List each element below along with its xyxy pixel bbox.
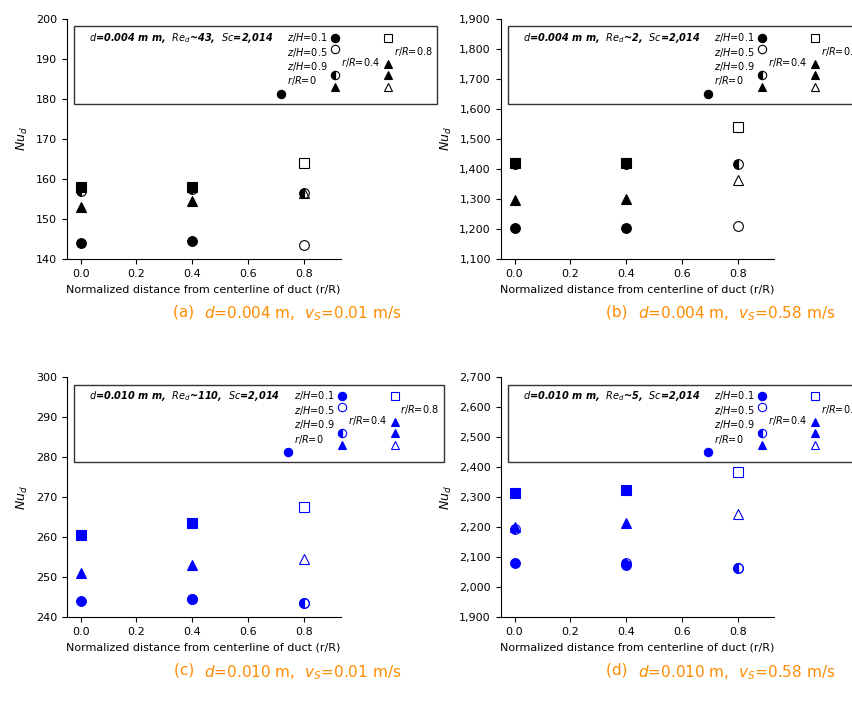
- Text: $\mathit{d}$=0.004 m,  $\mathit{v}_S$=0.01 m/s: $\mathit{d}$=0.004 m, $\mathit{v}_S$=0.0…: [204, 305, 400, 324]
- X-axis label: Normalized distance from centerline of duct (r/R): Normalized distance from centerline of d…: [66, 284, 340, 295]
- Text: (d): (d): [606, 663, 636, 678]
- Text: $\mathit{d}$=0.004 m,  $\mathit{v}_S$=0.58 m/s: $\mathit{d}$=0.004 m, $\mathit{v}_S$=0.5…: [636, 305, 834, 324]
- X-axis label: Normalized distance from centerline of duct (r/R): Normalized distance from centerline of d…: [500, 284, 774, 295]
- X-axis label: Normalized distance from centerline of duct (r/R): Normalized distance from centerline of d…: [66, 643, 340, 653]
- Text: $\mathit{d}$=0.010 m,  $\mathit{v}_S$=0.58 m/s: $\mathit{d}$=0.010 m, $\mathit{v}_S$=0.5…: [636, 663, 834, 682]
- Text: (c): (c): [173, 663, 204, 678]
- Legend: $\mathit{d}$=0.010 m m,  $\mathit{Re}_d$~110,  $\mathit{Sc}$=2,014, , , , , $z/H: $\mathit{d}$=0.010 m m, $\mathit{Re}_d$~…: [74, 384, 443, 462]
- Text: (b): (b): [606, 305, 636, 319]
- Legend: $\mathit{d}$=0.004 m m,  $\mathit{Re}_d$~2,  $\mathit{Sc}$=2,014, , , , , $z/H$=: $\mathit{d}$=0.004 m m, $\mathit{Re}_d$~…: [508, 26, 852, 104]
- Y-axis label: $\mathit{Nu}_d$: $\mathit{Nu}_d$: [15, 485, 30, 510]
- X-axis label: Normalized distance from centerline of duct (r/R): Normalized distance from centerline of d…: [500, 643, 774, 653]
- Legend: $\mathit{d}$=0.010 m m,  $\mathit{Re}_d$~5,  $\mathit{Sc}$=2,014, , , , , $z/H$=: $\mathit{d}$=0.010 m m, $\mathit{Re}_d$~…: [508, 384, 852, 462]
- Text: $\mathit{d}$=0.010 m,  $\mathit{v}_S$=0.01 m/s: $\mathit{d}$=0.010 m, $\mathit{v}_S$=0.0…: [204, 663, 400, 682]
- Y-axis label: $\mathit{Nu}_d$: $\mathit{Nu}_d$: [15, 127, 30, 152]
- Text: (a): (a): [172, 305, 204, 319]
- Legend: $\mathit{d}$=0.004 m m,  $\mathit{Re}_d$~43,  $\mathit{Sc}$=2,014, , , , , $z/H$: $\mathit{d}$=0.004 m m, $\mathit{Re}_d$~…: [74, 26, 436, 104]
- Y-axis label: $\mathit{Nu}_d$: $\mathit{Nu}_d$: [438, 485, 453, 510]
- Y-axis label: $\mathit{Nu}_d$: $\mathit{Nu}_d$: [438, 127, 453, 152]
